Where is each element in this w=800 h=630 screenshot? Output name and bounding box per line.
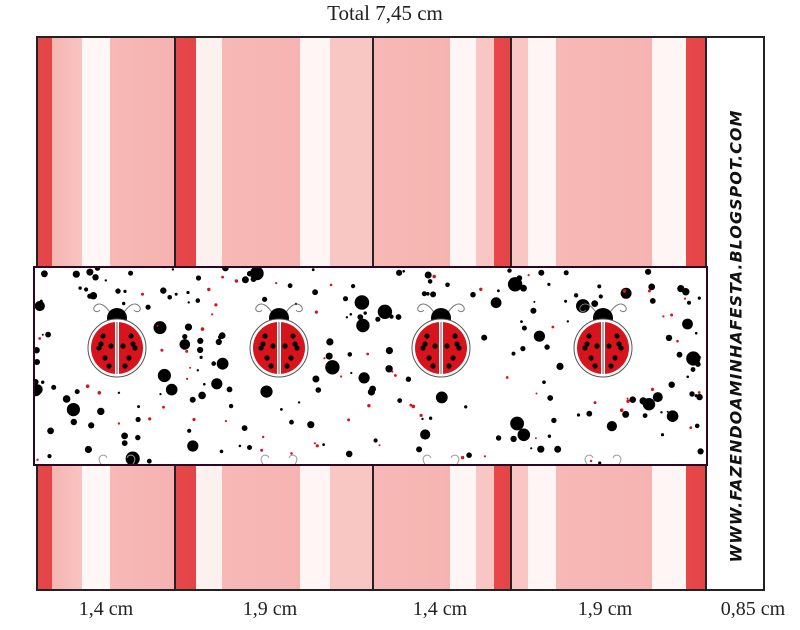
cropped-antenna-2 [260,454,298,464]
website-area: WWW.FAZENDOAMINHAFESTA.BLOGSPOT.COM [707,36,765,591]
cropped-antenna-3 [422,454,460,464]
polka-dots [35,268,704,464]
website-text: WWW.FAZENDOAMINHAFESTA.BLOGSPOT.COM [726,109,746,563]
cropped-antenna-4 [584,454,622,464]
dimension-label-5: 0,85 cm [720,598,786,620]
ladybug-band [33,266,708,466]
total-width-label: Total 7,45 cm [327,1,443,25]
ladybug-4 [573,303,633,378]
dimension-label-4: 1,9 cm [577,598,633,620]
ladybug-pattern [35,268,704,464]
dimension-label-2: 1,9 cm [242,598,298,620]
glue-flap [707,36,765,591]
dimension-label-1: 1,4 cm [78,598,134,620]
ladybug-2 [249,303,309,378]
cropped-antenna-1 [98,454,136,464]
dimension-label-3: 1,4 cm [412,598,468,620]
ladybug-3 [411,303,471,378]
ladybug-1 [87,303,147,378]
